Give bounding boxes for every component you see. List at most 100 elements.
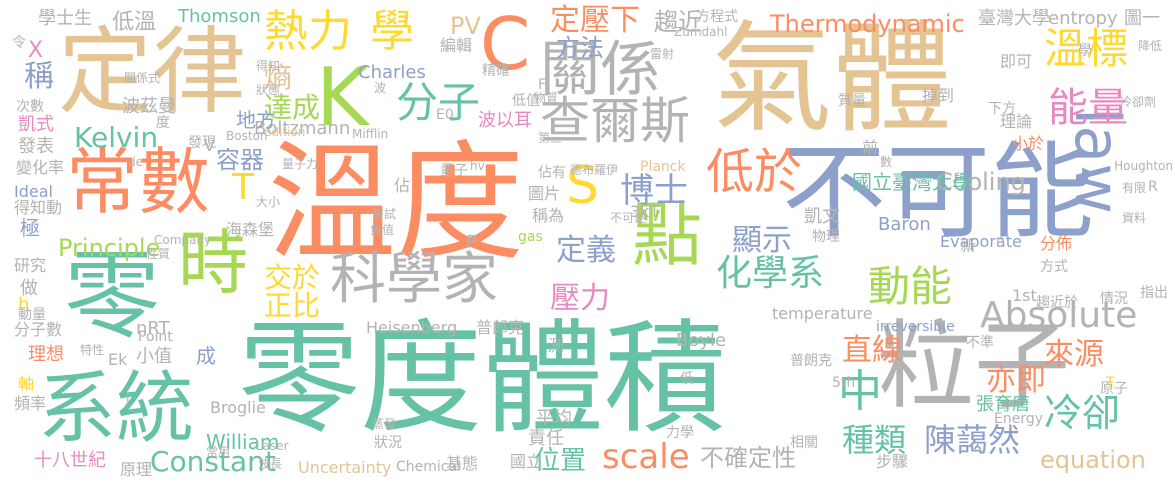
word-cloud-word: 稱為 <box>532 206 565 225</box>
word-cloud-word: 大小 <box>256 195 281 209</box>
word-cloud-word: 壓力 <box>550 281 610 316</box>
word-cloud-word: 情況 <box>1100 291 1128 307</box>
word-cloud-word: 位置 <box>534 446 587 476</box>
word-cloud-word: 指出 <box>1140 285 1168 301</box>
word-cloud-word: 定義 <box>556 233 616 268</box>
word-cloud-word: 掉到 <box>922 86 955 105</box>
word-cloud-word: 前 <box>862 138 879 157</box>
word-cloud-word: 溫度 <box>268 129 525 278</box>
word-cloud-word: edition <box>264 125 306 139</box>
word-cloud-word: Point <box>138 329 173 345</box>
word-cloud-word: 低於 <box>706 144 803 200</box>
word-cloud-word: 化學系 <box>716 253 825 294</box>
word-cloud-word: Evaporate <box>940 232 1022 251</box>
word-cloud-word: 發表 <box>18 136 54 157</box>
word-cloud-word: 種類 <box>842 421 907 459</box>
word-cloud-word: Houghton <box>1114 159 1173 173</box>
word-cloud-word: 時 <box>178 222 248 304</box>
word-cloud-word: 亦即 <box>986 363 1046 398</box>
word-cloud-word: 得知 <box>256 59 281 73</box>
word-cloud-word: 溫標 <box>1044 24 1129 73</box>
word-cloud-word: 軸 <box>18 374 35 393</box>
word-cloud-word: 直線 <box>842 333 902 368</box>
word-cloud-word: 正比 <box>264 289 321 322</box>
word-cloud-word: 交於 <box>264 261 321 294</box>
word-cloud-word: 達成 <box>264 91 321 124</box>
word-cloud-word: 低 <box>680 371 694 387</box>
word-cloud-word: 成 <box>196 344 216 368</box>
word-cloud-word: 性質 <box>146 247 171 261</box>
word-cloud-word: Ideal <box>14 182 53 201</box>
word-cloud-word: 波長 <box>258 457 283 471</box>
word-cloud-word: 趨近於 <box>1036 295 1078 311</box>
word-cloud-word: 稱 <box>24 59 54 94</box>
word-cloud-word: F <box>538 77 547 93</box>
word-cloud-word: 常數 <box>66 140 211 224</box>
word-cloud-word: 常用 <box>206 445 231 459</box>
word-cloud-word: 原子 <box>1100 381 1128 397</box>
word-cloud-word: 點 <box>632 194 702 276</box>
word-cloud-word: 低溫 <box>112 10 157 35</box>
word-cloud-word: 度 <box>156 115 170 131</box>
word-cloud-word: 不確定性 <box>700 444 796 472</box>
word-cloud-word: Cooling <box>936 168 1026 196</box>
word-cloud-word: Chemical <box>396 459 461 475</box>
word-cloud-word: Baron <box>878 214 931 235</box>
word-cloud-word: 令 <box>12 35 26 51</box>
word-cloud-word: 資料 <box>1122 211 1147 225</box>
word-cloud-word: Planck <box>640 159 686 175</box>
word-cloud-word: 力學 <box>666 425 694 441</box>
word-cloud-word: 得知動 <box>14 198 63 217</box>
word-cloud-word: Ek <box>108 350 128 369</box>
word-cloud-word: 來源 <box>1044 337 1104 372</box>
word-cloud-word: Laser <box>256 439 289 453</box>
word-cloud-word: T <box>1106 375 1115 391</box>
word-cloud-word: 關係 <box>540 35 660 105</box>
word-cloud-word: E0 <box>436 107 454 123</box>
word-cloud-word: 分子數 <box>14 320 63 339</box>
word-cloud-word: 顯示 <box>732 223 792 258</box>
word-cloud-word: 平均 <box>536 408 572 429</box>
word-cloud-word: 責任 <box>528 428 564 449</box>
word-cloud-word: 臺灣大學 <box>978 8 1050 29</box>
word-cloud-word: 精確 <box>482 63 510 79</box>
word-cloud-word: 不準 <box>966 335 994 351</box>
word-cloud-word: PV <box>450 12 481 40</box>
word-cloud-word: Mifflin <box>352 127 389 141</box>
word-cloud-word: 不可逆 <box>610 211 647 225</box>
word-cloud-word: 波以耳 <box>478 110 532 131</box>
word-cloud-word: de <box>128 155 143 169</box>
word-cloud-word: J <box>126 391 130 405</box>
word-cloud-word: entropy <box>1048 8 1118 29</box>
word-cloud-word: 測 <box>548 336 565 355</box>
word-cloud-word: 不可能 <box>782 131 1095 253</box>
word-cloud-word: Thomson <box>178 6 261 27</box>
word-cloud-word: 冷卻 <box>1044 391 1121 435</box>
word-cloud-word: 德布羅伊 <box>570 163 619 177</box>
word-cloud-word: 中 <box>838 366 882 417</box>
word-cloud-word: 系統 <box>38 364 195 454</box>
word-cloud-word: 有限 <box>1122 181 1147 195</box>
word-cloud-word: Zumdahl <box>674 25 728 39</box>
word-cloud-word: 相關 <box>790 435 818 451</box>
word-cloud-word: 5th <box>832 375 856 391</box>
word-cloud-word: 負值 <box>370 223 395 237</box>
word-cloud-word: 定律 <box>58 18 247 127</box>
word-cloud-word: 熵 <box>264 61 293 94</box>
word-cloud-word: Boston <box>226 129 268 143</box>
word-cloud-word: 變化率 <box>16 158 65 177</box>
word-cloud-word: 基態 <box>446 454 479 473</box>
word-cloud-word: Thermodynamic <box>770 10 965 38</box>
word-cloud-word: 波茲曼 <box>122 96 176 117</box>
word-cloud-word: 動能 <box>868 262 953 311</box>
word-cloud-word: William <box>206 430 280 454</box>
word-cloud-word: 熱力 <box>264 6 352 57</box>
word-cloud-word: 普朗克 <box>790 353 832 369</box>
word-cloud-word: C <box>480 2 531 86</box>
word-cloud-word: 學士生 <box>38 8 92 29</box>
word-cloud-word: 零 <box>64 240 160 352</box>
word-cloud-word: 低值 <box>512 93 540 109</box>
word-cloud-word: Heisenberg <box>366 318 458 337</box>
word-cloud-word: 學 <box>370 6 414 57</box>
